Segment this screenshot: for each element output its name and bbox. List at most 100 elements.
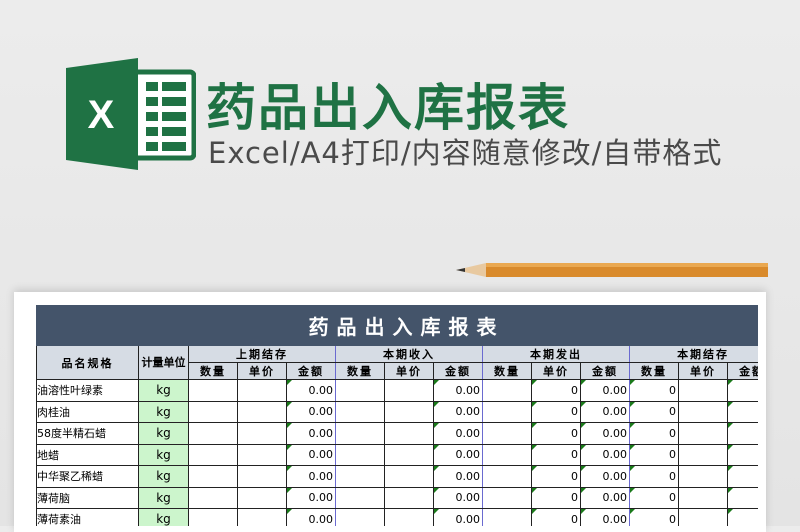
cell-value[interactable] xyxy=(384,443,434,466)
group-header[interactable]: 上期结存 xyxy=(188,345,336,363)
sub-header[interactable]: 金额 xyxy=(433,362,483,380)
sub-header[interactable]: 单价 xyxy=(237,362,287,380)
cell-value[interactable] xyxy=(384,400,434,423)
cell-value[interactable]: 0 xyxy=(726,379,758,402)
cell-value[interactable] xyxy=(237,508,287,526)
cell-value[interactable]: 0 xyxy=(629,400,679,423)
cell-value[interactable] xyxy=(678,486,728,509)
cell-value[interactable] xyxy=(237,422,287,445)
cell-value[interactable]: 0.00 xyxy=(580,465,630,488)
cell-value[interactable]: 0.00 xyxy=(433,508,483,526)
cell-value[interactable] xyxy=(335,400,385,423)
cell-value[interactable]: 0.00 xyxy=(433,422,483,445)
cell-value[interactable]: 0 xyxy=(726,465,758,488)
cell-value[interactable] xyxy=(482,400,532,423)
cell-value[interactable] xyxy=(335,486,385,509)
cell-value[interactable]: 0.00 xyxy=(433,486,483,509)
cell-value[interactable] xyxy=(482,465,532,488)
cell-value[interactable] xyxy=(384,465,434,488)
cell-name[interactable]: 肉桂油 xyxy=(36,400,139,423)
cell-unit[interactable]: kg xyxy=(138,465,189,488)
cell-value[interactable] xyxy=(384,379,434,402)
cell-name[interactable]: 薄荷脑 xyxy=(36,486,139,509)
cell-value[interactable] xyxy=(237,400,287,423)
cell-value[interactable] xyxy=(188,486,238,509)
cell-value[interactable]: 0 xyxy=(531,422,581,445)
cell-value[interactable] xyxy=(482,422,532,445)
cell-value[interactable]: 0 xyxy=(629,422,679,445)
group-header[interactable]: 本期发出 xyxy=(482,345,630,363)
cell-name[interactable]: 油溶性叶绿素 xyxy=(36,379,139,402)
cell-value[interactable] xyxy=(188,379,238,402)
cell-value[interactable] xyxy=(237,379,287,402)
cell-value[interactable]: 0.00 xyxy=(580,486,630,509)
cell-value[interactable]: 0 xyxy=(629,486,679,509)
cell-name[interactable]: 薄荷素油 xyxy=(36,508,139,526)
cell-value[interactable]: 0 xyxy=(726,508,758,526)
cell-value[interactable]: 0.00 xyxy=(286,379,336,402)
cell-value[interactable]: 0 xyxy=(629,443,679,466)
cell-value[interactable] xyxy=(482,379,532,402)
sub-header[interactable]: 金额 xyxy=(286,362,336,380)
cell-unit[interactable]: kg xyxy=(138,486,189,509)
cell-value[interactable]: 0 xyxy=(726,422,758,445)
cell-unit[interactable]: kg xyxy=(138,422,189,445)
cell-value[interactable] xyxy=(384,508,434,526)
cell-unit[interactable]: kg xyxy=(138,443,189,466)
cell-value[interactable]: 0 xyxy=(726,400,758,423)
cell-value[interactable]: 0 xyxy=(531,486,581,509)
cell-value[interactable] xyxy=(678,400,728,423)
cell-value[interactable] xyxy=(482,508,532,526)
cell-value[interactable] xyxy=(237,443,287,466)
cell-value[interactable]: 0.00 xyxy=(580,508,630,526)
sub-header[interactable]: 数量 xyxy=(335,362,385,380)
cell-value[interactable] xyxy=(335,422,385,445)
cell-value[interactable] xyxy=(678,443,728,466)
cell-unit[interactable]: kg xyxy=(138,379,189,402)
cell-value[interactable]: 0.00 xyxy=(286,486,336,509)
cell-name[interactable]: 58度半精石蜡 xyxy=(36,422,139,445)
cell-value[interactable]: 0.00 xyxy=(433,379,483,402)
cell-value[interactable]: 0 xyxy=(531,508,581,526)
cell-value[interactable]: 0 xyxy=(531,465,581,488)
sub-header[interactable]: 金额 xyxy=(726,362,758,380)
cell-value[interactable]: 0.00 xyxy=(580,422,630,445)
cell-value[interactable]: 0 xyxy=(629,379,679,402)
cell-value[interactable] xyxy=(237,465,287,488)
cell-value[interactable]: 0.00 xyxy=(580,443,630,466)
cell-value[interactable] xyxy=(678,422,728,445)
cell-value[interactable]: 0.00 xyxy=(286,508,336,526)
cell-value[interactable] xyxy=(678,379,728,402)
cell-value[interactable]: 0 xyxy=(531,379,581,402)
cell-value[interactable] xyxy=(188,465,238,488)
cell-value[interactable]: 0.00 xyxy=(433,400,483,423)
sub-header[interactable]: 数量 xyxy=(188,362,238,380)
cell-value[interactable]: 0.00 xyxy=(286,400,336,423)
cell-value[interactable] xyxy=(482,486,532,509)
sub-header[interactable]: 单价 xyxy=(678,362,728,380)
cell-value[interactable] xyxy=(188,400,238,423)
col-header-name[interactable]: 品名规格 xyxy=(36,345,139,380)
cell-value[interactable] xyxy=(237,486,287,509)
cell-value[interactable]: 0.00 xyxy=(286,443,336,466)
sub-header[interactable]: 数量 xyxy=(482,362,532,380)
cell-value[interactable] xyxy=(482,443,532,466)
cell-value[interactable]: 0.00 xyxy=(580,379,630,402)
cell-unit[interactable]: kg xyxy=(138,508,189,526)
cell-value[interactable] xyxy=(335,443,385,466)
cell-value[interactable]: 0 xyxy=(726,443,758,466)
cell-value[interactable] xyxy=(384,486,434,509)
cell-value[interactable] xyxy=(335,465,385,488)
group-header[interactable]: 本期收入 xyxy=(335,345,483,363)
cell-value[interactable] xyxy=(678,465,728,488)
cell-value[interactable]: 0 xyxy=(726,486,758,509)
col-header-unit[interactable]: 计量单位 xyxy=(138,345,189,380)
sub-header[interactable]: 单价 xyxy=(531,362,581,380)
cell-value[interactable] xyxy=(188,443,238,466)
cell-value[interactable]: 0.00 xyxy=(286,465,336,488)
cell-value[interactable]: 0.00 xyxy=(580,400,630,423)
cell-value[interactable] xyxy=(188,508,238,526)
cell-name[interactable]: 中华聚乙稀蜡 xyxy=(36,465,139,488)
cell-value[interactable]: 0 xyxy=(531,400,581,423)
cell-value[interactable] xyxy=(384,422,434,445)
